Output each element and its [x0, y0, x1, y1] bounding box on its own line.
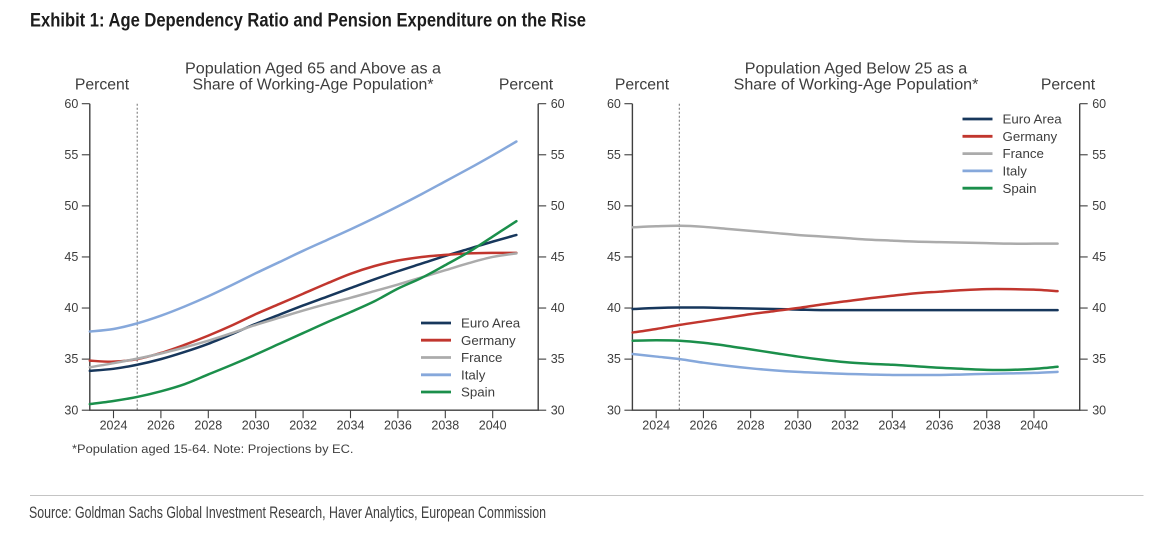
svg-text:Italy: Italy — [1003, 164, 1028, 179]
svg-text:2024: 2024 — [100, 419, 128, 433]
svg-text:2038: 2038 — [431, 419, 459, 433]
svg-text:Population Aged 65 and Above a: Population Aged 65 and Above as a — [185, 61, 441, 78]
svg-text:Population Aged Below 25 as a: Population Aged Below 25 as a — [745, 61, 968, 78]
svg-text:45: 45 — [1092, 250, 1106, 264]
svg-text:45: 45 — [551, 250, 565, 264]
svg-text:35: 35 — [551, 352, 565, 366]
svg-text:40: 40 — [551, 301, 565, 315]
svg-text:France: France — [461, 350, 502, 365]
svg-text:2024: 2024 — [642, 419, 670, 433]
svg-text:Percent: Percent — [499, 77, 554, 94]
svg-text:*Population aged 15-64. Note:: *Population aged 15-64. Note: Projection… — [72, 442, 354, 456]
svg-text:Share of Working-Age Populatio: Share of Working-Age Population* — [734, 77, 979, 94]
svg-text:55: 55 — [1092, 148, 1106, 162]
svg-text:2032: 2032 — [831, 419, 859, 433]
svg-text:France: France — [1003, 146, 1044, 161]
svg-text:50: 50 — [1092, 199, 1106, 213]
svg-text:45: 45 — [607, 250, 621, 264]
svg-text:2026: 2026 — [147, 419, 175, 433]
svg-text:Euro Area: Euro Area — [1003, 112, 1063, 127]
svg-text:30: 30 — [551, 403, 565, 417]
svg-text:50: 50 — [64, 199, 78, 213]
svg-text:60: 60 — [551, 97, 565, 111]
svg-text:40: 40 — [64, 301, 78, 315]
svg-text:2040: 2040 — [479, 419, 507, 433]
svg-text:30: 30 — [1092, 403, 1106, 417]
svg-text:Italy: Italy — [461, 367, 486, 382]
svg-text:35: 35 — [607, 352, 621, 366]
svg-text:40: 40 — [607, 301, 621, 315]
svg-text:60: 60 — [64, 97, 78, 111]
svg-text:35: 35 — [1092, 352, 1106, 366]
svg-text:55: 55 — [607, 148, 621, 162]
svg-text:2038: 2038 — [973, 419, 1001, 433]
svg-text:30: 30 — [607, 403, 621, 417]
svg-text:Source: Goldman Sachs Global I: Source: Goldman Sachs Global Investment … — [29, 504, 546, 522]
svg-text:60: 60 — [1092, 97, 1106, 111]
svg-text:2030: 2030 — [242, 419, 270, 433]
svg-text:2036: 2036 — [926, 419, 954, 433]
svg-text:Spain: Spain — [461, 385, 495, 400]
svg-text:2028: 2028 — [194, 419, 222, 433]
svg-text:2036: 2036 — [384, 419, 412, 433]
svg-text:2026: 2026 — [690, 419, 718, 433]
svg-text:50: 50 — [551, 199, 565, 213]
svg-text:2040: 2040 — [1020, 419, 1048, 433]
svg-text:60: 60 — [607, 97, 621, 111]
svg-text:40: 40 — [1092, 301, 1106, 315]
svg-text:2028: 2028 — [737, 419, 765, 433]
svg-text:Germany: Germany — [461, 333, 516, 348]
svg-text:Percent: Percent — [75, 77, 130, 94]
svg-text:2032: 2032 — [289, 419, 317, 433]
svg-text:Euro Area: Euro Area — [461, 316, 521, 331]
svg-text:Exhibit 1: Age Dependency Rati: Exhibit 1: Age Dependency Ratio and Pens… — [30, 10, 586, 32]
svg-text:2030: 2030 — [784, 419, 812, 433]
svg-text:2034: 2034 — [878, 419, 906, 433]
svg-text:Share of Working-Age Populatio: Share of Working-Age Population* — [193, 77, 434, 94]
svg-text:50: 50 — [607, 199, 621, 213]
svg-text:55: 55 — [551, 148, 565, 162]
svg-text:55: 55 — [64, 148, 78, 162]
svg-text:Germany: Germany — [1003, 129, 1058, 144]
svg-text:2034: 2034 — [337, 419, 365, 433]
svg-text:Spain: Spain — [1003, 181, 1037, 196]
svg-text:Percent: Percent — [1041, 77, 1096, 94]
svg-text:35: 35 — [64, 352, 78, 366]
svg-text:Percent: Percent — [615, 77, 670, 94]
svg-text:45: 45 — [64, 250, 78, 264]
svg-text:30: 30 — [64, 403, 78, 417]
